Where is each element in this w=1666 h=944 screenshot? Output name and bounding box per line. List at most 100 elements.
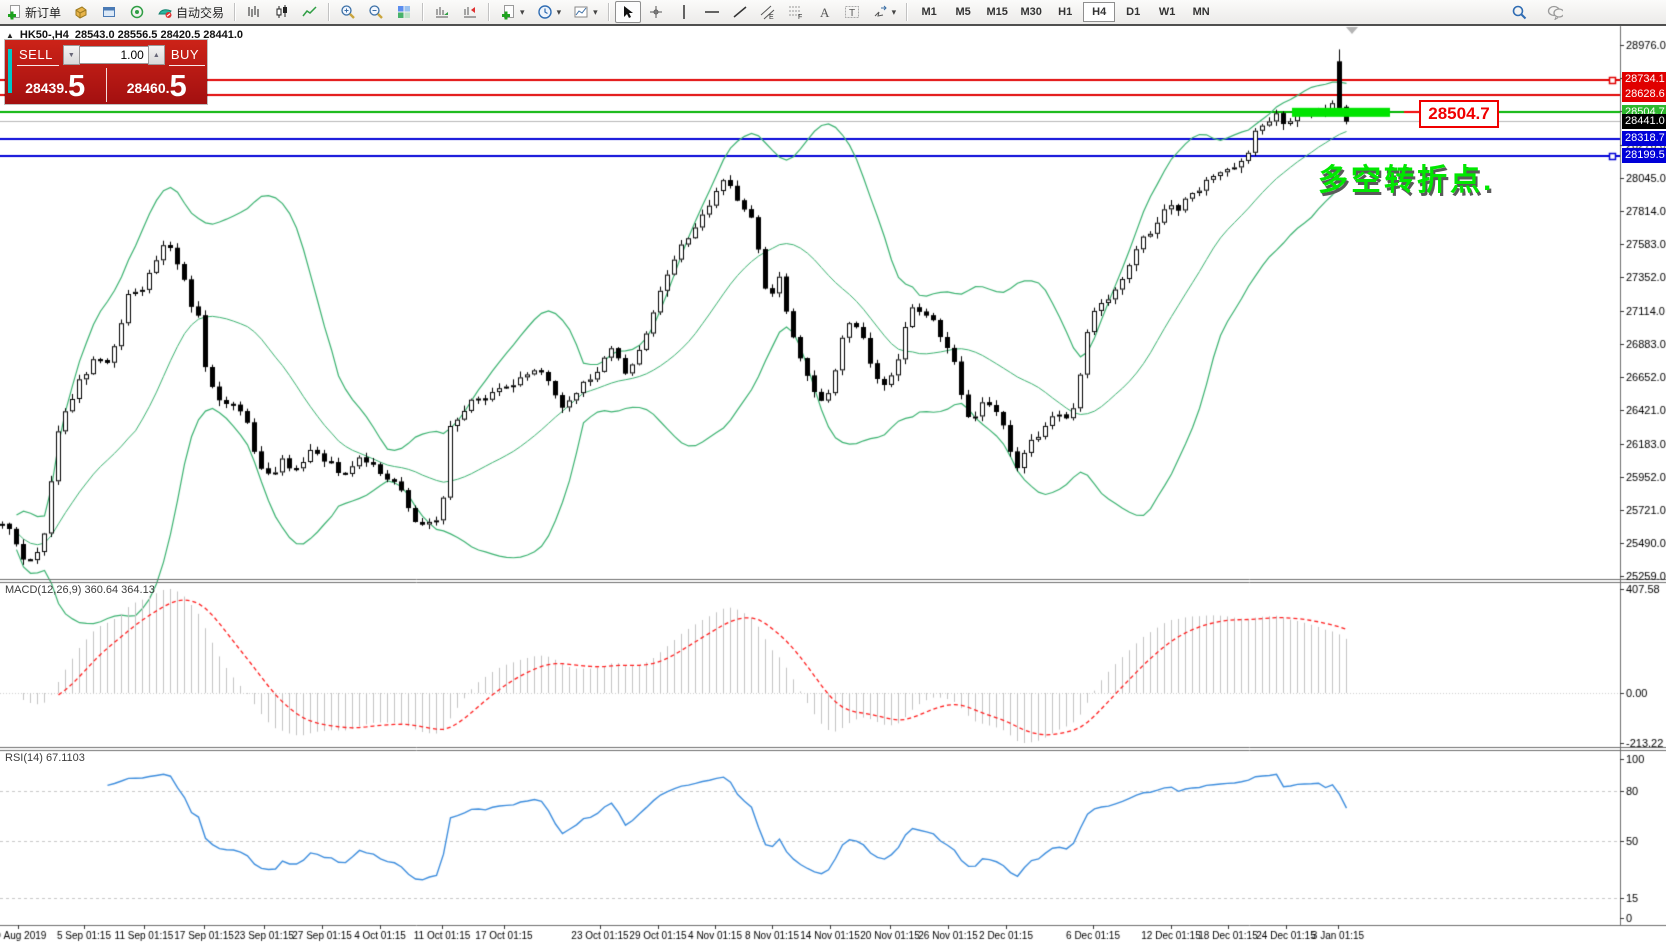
toolbar-separator <box>906 3 909 21</box>
autotrade-icon <box>157 4 173 20</box>
toolbar-separator <box>234 3 237 21</box>
rsi-indicator-label: RSI(14) 67.1103 <box>5 752 85 764</box>
toolbar-groups: 新订单 自动交易 ▾ ▾ ▾ E F A T ▾ M1 M5 M15 M30 H1 H4 D1 W1 MN <box>0 1 1218 23</box>
dropdown-caret-icon: ▾ <box>556 6 562 17</box>
line-chart-button[interactable] <box>297 1 323 23</box>
trade-panel-price-row: 28439. 5 28460. 5 <box>5 66 207 104</box>
radar-icon <box>129 4 145 20</box>
sell-button[interactable]: 28439. 5 <box>5 66 106 104</box>
timeframe-m30-button[interactable]: M30 <box>1020 6 1042 18</box>
vline-icon <box>676 4 692 20</box>
auto-trading-button[interactable]: 自动交易 <box>152 1 229 23</box>
cursor-icon <box>620 4 636 20</box>
new-order-button-label: 新订单 <box>25 5 62 20</box>
volume-increase-button[interactable]: ▲ <box>147 45 165 65</box>
new-chart-dropdown[interactable]: ▾ <box>495 1 530 23</box>
crosshair-icon <box>648 4 664 20</box>
bars-icon <box>246 4 262 20</box>
trade-panel-divider <box>105 68 107 102</box>
hline-icon <box>704 4 720 20</box>
search-button[interactable] <box>1506 1 1532 23</box>
chart-shift-icon <box>462 4 478 20</box>
cursor-button[interactable] <box>614 1 641 23</box>
timeframe-m15-button[interactable]: M15 <box>986 6 1008 18</box>
toolbar-separator <box>328 3 331 21</box>
tile-windows-button[interactable] <box>391 1 417 23</box>
trade-panel-top-row: SELL ▼ ▲ BUY <box>5 40 207 67</box>
timeframe-d1-button[interactable]: D1 <box>1126 6 1141 18</box>
sell-price-big-digit: 5 <box>68 68 86 103</box>
svg-text:E: E <box>769 14 774 20</box>
auto-scroll-button[interactable] <box>429 1 455 23</box>
vertical-line-button[interactable] <box>671 1 697 23</box>
svg-text:A: A <box>820 5 830 20</box>
ohlc-readout: 28543.0 28556.5 28420.5 28441.0 <box>74 29 244 41</box>
fibonacci-button[interactable]: F <box>783 1 809 23</box>
bar-chart-button[interactable] <box>241 1 267 23</box>
new-chart-window-button[interactable] <box>68 1 94 23</box>
template-chart-icon <box>573 4 589 20</box>
arrows-dropdown[interactable]: ▾ <box>867 1 902 23</box>
zoom-out-button[interactable] <box>363 1 389 23</box>
zoom-in-icon <box>340 4 356 20</box>
timeframe-mn-button[interactable]: MN <box>1192 6 1210 18</box>
new-order-button[interactable]: 新订单 <box>1 1 66 23</box>
equidistant-channel-button[interactable]: E <box>755 1 781 23</box>
zoom-out-icon <box>368 4 384 20</box>
timeframe-m5-button[interactable]: M5 <box>955 6 971 18</box>
macd-values: 360.64 364.13 <box>84 584 155 596</box>
price-line-tag-0: 28734.1 <box>1622 72 1666 88</box>
trendline-icon <box>732 4 748 20</box>
chart-shift-button[interactable] <box>457 1 483 23</box>
linechart-icon <box>302 4 318 20</box>
gold-box-icon <box>73 4 89 20</box>
toolbar-right-group <box>1505 0 1569 24</box>
timeframe-w1-button[interactable]: W1 <box>1158 6 1176 18</box>
volume-input[interactable] <box>79 46 148 64</box>
blue-window-icon <box>101 4 117 20</box>
timeframe-m1-button[interactable]: M1 <box>921 6 937 18</box>
macd-name: MACD(12,26,9) <box>5 584 82 596</box>
price-callout-label[interactable]: 28504.7 <box>1419 100 1499 128</box>
timeframe-h1-button[interactable]: H1 <box>1058 6 1073 18</box>
text-button[interactable]: A <box>811 1 837 23</box>
fibo-icon: F <box>788 4 804 20</box>
volume-decrease-button[interactable]: ▼ <box>62 45 80 65</box>
horizontal-line-button[interactable] <box>699 1 725 23</box>
toolbar: 新订单 自动交易 ▾ ▾ ▾ E F A T ▾ M1 M5 M15 M30 H1 H4 D1 W1 MN <box>0 0 1666 26</box>
candles-icon <box>274 4 290 20</box>
macd-indicator-label: MACD(12,26,9) 360.64 364.13 <box>5 584 155 596</box>
trendline-button[interactable] <box>727 1 753 23</box>
symbol-header: ▲ HK50-,H4 28543.0 28556.5 28420.5 28441… <box>6 29 243 41</box>
zoom-in-button[interactable] <box>335 1 361 23</box>
turning-point-annotation: 多空转折点. <box>1318 164 1495 197</box>
doc-plus-icon <box>6 4 22 20</box>
toolbar-separator <box>607 3 610 21</box>
buy-button[interactable]: 28460. 5 <box>107 66 208 104</box>
textT-icon: T <box>844 4 860 20</box>
buy-price-main: 28460. <box>126 80 170 96</box>
collapse-quotes-icon[interactable]: ▲ <box>6 30 14 40</box>
timeframe-h4-button[interactable]: H4 <box>1083 2 1116 22</box>
symbol-period-label: HK50-,H4 <box>19 29 69 41</box>
price-line-tag-3: 28318.7 <box>1622 131 1666 147</box>
sell-price-main: 28439. <box>25 80 69 96</box>
market-watch-button[interactable] <box>124 1 150 23</box>
toolbar-separator <box>488 3 491 21</box>
textA-icon: A <box>816 4 832 20</box>
arrows-icon <box>872 4 888 20</box>
profiles-button[interactable] <box>96 1 122 23</box>
periods-dropdown[interactable]: ▾ <box>532 1 567 23</box>
buy-price-big-digit: 5 <box>169 68 187 103</box>
auto-scroll-icon <box>434 4 450 20</box>
crosshair-button[interactable] <box>643 1 669 23</box>
text-label-button[interactable]: T <box>839 1 865 23</box>
candlestick-chart-button[interactable] <box>269 1 295 23</box>
volume-stepper: ▼ ▲ <box>62 45 165 65</box>
templates-dropdown[interactable]: ▾ <box>568 1 603 23</box>
chat-button[interactable] <box>1542 1 1568 23</box>
price-line-tag-1: 28628.6 <box>1622 87 1666 103</box>
search-icon <box>1511 4 1527 20</box>
